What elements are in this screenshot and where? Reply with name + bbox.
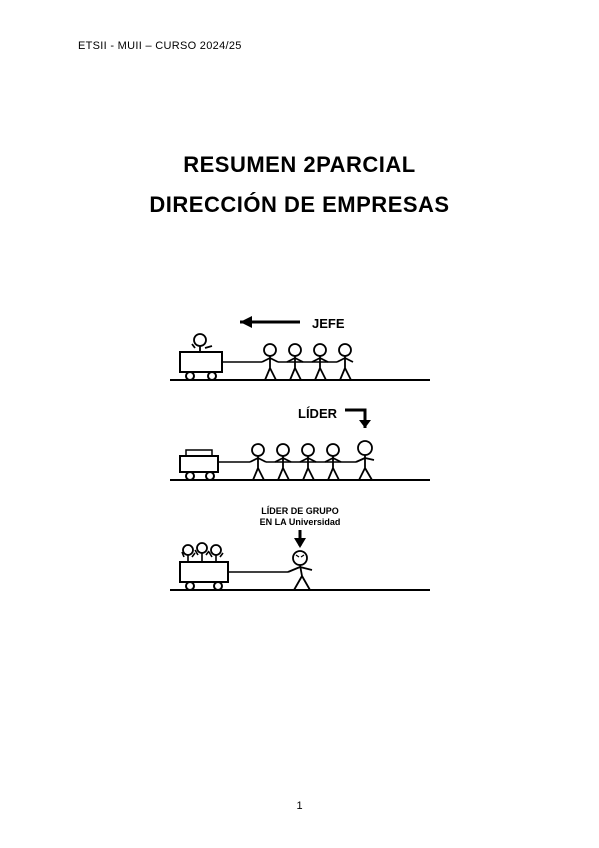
title-line-1: RESUMEN 2PARCIAL [0, 145, 599, 185]
panel-lider: LÍDER [170, 406, 430, 480]
page-number: 1 [0, 800, 599, 812]
panel-universidad: LÍDER DE GRUPO EN LA Universidad [170, 506, 430, 590]
label-lider: LÍDER [298, 406, 338, 421]
label-universidad-1: LÍDER DE GRUPO [261, 506, 339, 516]
page-header: ETSII - MUII – CURSO 2024/25 [78, 40, 242, 52]
title-line-2: DIRECCIÓN DE EMPRESAS [0, 185, 599, 225]
label-jefe: JEFE [312, 316, 345, 331]
label-universidad-2: EN LA Universidad [259, 517, 340, 527]
panel-jefe: JEFE [170, 316, 430, 380]
leadership-illustration: JEFE [170, 300, 430, 600]
title-block: RESUMEN 2PARCIAL DIRECCIÓN DE EMPRESAS [0, 145, 599, 224]
